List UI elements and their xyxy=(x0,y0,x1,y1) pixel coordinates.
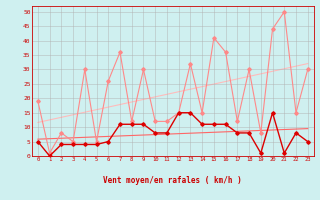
X-axis label: Vent moyen/en rafales ( km/h ): Vent moyen/en rafales ( km/h ) xyxy=(103,176,242,185)
